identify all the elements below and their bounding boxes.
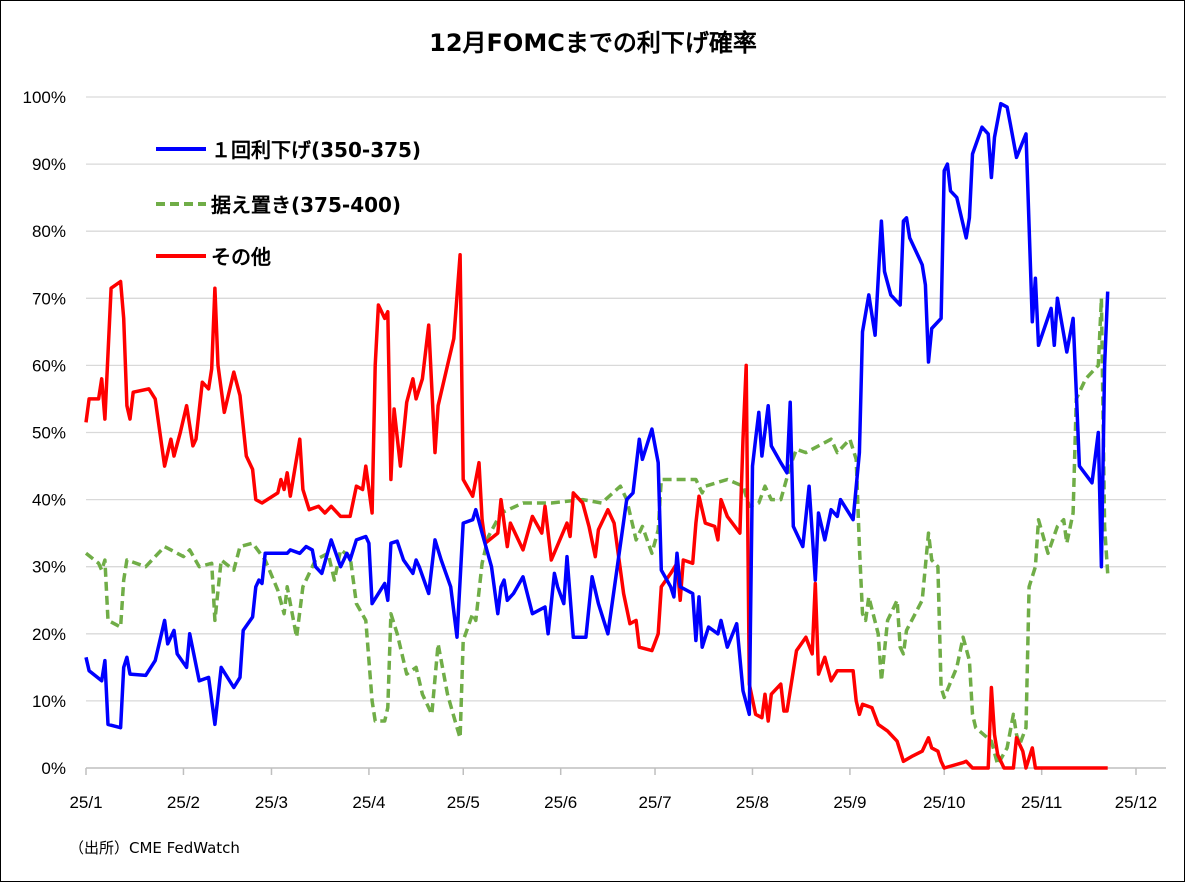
x-tick-label: 25/6: [544, 793, 577, 812]
series-line-2: [84, 252, 1108, 770]
y-tick-label: 50%: [32, 424, 66, 443]
x-tick-label: 25/4: [352, 793, 385, 812]
x-tick-label: 25/7: [638, 793, 671, 812]
y-tick-label: 90%: [32, 155, 66, 174]
y-tick-label: 100%: [23, 88, 66, 107]
x-tick-label: 25/5: [447, 793, 480, 812]
x-tick-label: 25/8: [736, 793, 769, 812]
y-tick-label: 70%: [32, 289, 66, 308]
x-tick-label: 25/9: [833, 793, 866, 812]
x-tick-label: 25/3: [255, 793, 288, 812]
legend-label: 据え置き(375-400): [211, 193, 401, 217]
y-tick-label: 40%: [32, 491, 66, 510]
source-note: （出所）CME FedWatch: [69, 839, 240, 857]
legend-label: １回利下げ(350-375): [211, 138, 421, 162]
y-tick-label: 60%: [32, 356, 66, 375]
y-tick-label: 0%: [41, 759, 66, 778]
y-tick-label: 30%: [32, 558, 66, 577]
chart-title: 12月FOMCまでの利下げ確率: [429, 29, 757, 57]
legend: １回利下げ(350-375) 据え置き(375-400) その他: [156, 138, 421, 269]
x-tick-label: 25/12: [1115, 793, 1158, 812]
y-axis-ticks: 0% 10% 20% 30% 40% 50% 60% 70% 80% 90% 100%: [23, 88, 66, 778]
series-line-0: [84, 101, 1110, 730]
series-lines: [84, 101, 1110, 770]
x-tick-label: 25/1: [69, 793, 102, 812]
legend-label: その他: [211, 245, 271, 269]
y-tick-label: 80%: [32, 222, 66, 241]
y-tick-label: 10%: [32, 692, 66, 711]
y-tick-label: 20%: [32, 625, 66, 644]
x-axis: 25/1 25/2 25/3 25/4 25/5 25/6 25/7 25/8 25/9 25/1…: [69, 767, 1166, 812]
x-tick-label: 25/10: [923, 793, 966, 812]
x-tick-label: 25/11: [1021, 793, 1062, 812]
x-tick-label: 25/2: [167, 793, 200, 812]
